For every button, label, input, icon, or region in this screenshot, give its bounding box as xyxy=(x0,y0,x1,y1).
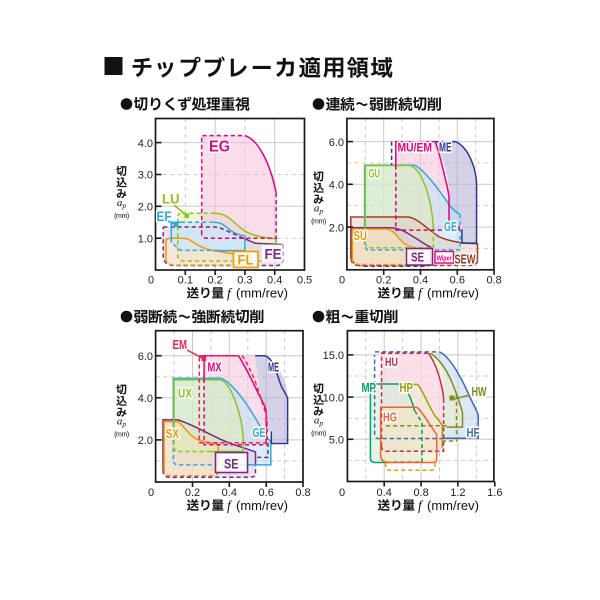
svg-text:1.2: 1.2 xyxy=(450,487,465,499)
svg-text:HU: HU xyxy=(385,355,398,369)
svg-text:ME: ME xyxy=(268,361,279,375)
svg-text:MU/EM: MU/EM xyxy=(398,143,433,155)
svg-text:ME: ME xyxy=(439,141,452,155)
svg-text:HF: HF xyxy=(467,426,480,440)
svg-text:GU: GU xyxy=(369,167,381,181)
svg-text:0.6: 0.6 xyxy=(259,487,274,499)
svg-text:0.2: 0.2 xyxy=(185,487,200,499)
svg-text:(mm): (mm) xyxy=(114,213,129,220)
svg-text:6.0: 6.0 xyxy=(329,137,344,149)
svg-text:LU: LU xyxy=(162,191,180,207)
svg-text:FE: FE xyxy=(265,247,282,263)
svg-text:SE: SE xyxy=(411,251,424,265)
svg-text:0: 0 xyxy=(148,487,154,499)
svg-text:4.0: 4.0 xyxy=(329,180,344,192)
svg-text:FL: FL xyxy=(238,253,254,268)
svg-text:f: f xyxy=(227,498,233,513)
svg-text:0.8: 0.8 xyxy=(413,487,428,499)
svg-text:0.6: 0.6 xyxy=(450,274,465,286)
svg-text:HW: HW xyxy=(472,385,487,399)
svg-text:Wiper: Wiper xyxy=(437,253,452,262)
svg-text:5.0: 5.0 xyxy=(329,435,344,447)
svg-text:6.0: 6.0 xyxy=(138,351,153,363)
svg-text:0.5: 0.5 xyxy=(297,274,312,286)
svg-text:f: f xyxy=(418,498,424,513)
svg-text:10.0: 10.0 xyxy=(323,392,344,404)
svg-text:SX: SX xyxy=(166,427,180,441)
svg-text:(mm): (mm) xyxy=(311,219,326,226)
svg-text:(mm/rev): (mm/rev) xyxy=(236,498,288,513)
svg-text:1.6: 1.6 xyxy=(487,487,502,499)
svg-text:4.0: 4.0 xyxy=(138,393,153,405)
svg-text:ap: ap xyxy=(314,203,324,216)
svg-text:0.1: 0.1 xyxy=(178,274,193,286)
svg-text:0.4: 0.4 xyxy=(377,487,392,499)
svg-text:SEW: SEW xyxy=(455,253,476,267)
svg-text:GE: GE xyxy=(253,426,266,440)
svg-text:0.8: 0.8 xyxy=(486,274,501,286)
svg-text:MX: MX xyxy=(208,361,222,375)
svg-text:f: f xyxy=(227,286,233,301)
svg-text:(mm/rev): (mm/rev) xyxy=(236,286,288,301)
svg-text:2.0: 2.0 xyxy=(138,435,153,447)
svg-text:0: 0 xyxy=(339,487,345,499)
svg-text:0.4: 0.4 xyxy=(267,274,282,286)
svg-text:15.0: 15.0 xyxy=(323,350,344,362)
svg-text:0.4: 0.4 xyxy=(222,487,237,499)
svg-text:ap: ap xyxy=(117,197,127,210)
svg-text:ap: ap xyxy=(117,416,127,429)
svg-text:0.8: 0.8 xyxy=(295,487,310,499)
svg-text:(mm/rev): (mm/rev) xyxy=(427,498,479,513)
svg-text:EG: EG xyxy=(209,139,230,156)
svg-text:0.3: 0.3 xyxy=(237,274,252,286)
svg-text:(mm): (mm) xyxy=(311,431,326,438)
svg-text:f: f xyxy=(418,286,424,301)
svg-text:4.0: 4.0 xyxy=(138,138,153,150)
svg-text:1.0: 1.0 xyxy=(138,233,153,245)
svg-text:0.2: 0.2 xyxy=(207,274,222,286)
svg-text:SU: SU xyxy=(354,229,368,243)
svg-text:3.0: 3.0 xyxy=(138,170,153,182)
svg-text:(mm): (mm) xyxy=(114,432,129,439)
svg-text:0: 0 xyxy=(148,274,154,286)
svg-text:0.4: 0.4 xyxy=(413,274,428,286)
svg-text:0: 0 xyxy=(339,274,345,286)
svg-text:2.0: 2.0 xyxy=(138,202,153,214)
svg-text:HP: HP xyxy=(400,381,414,395)
svg-text:GE: GE xyxy=(444,220,457,234)
svg-text:(mm/rev): (mm/rev) xyxy=(427,286,479,301)
svg-text:0.2: 0.2 xyxy=(376,274,391,286)
svg-text:HG: HG xyxy=(383,411,397,425)
svg-text:ap: ap xyxy=(314,415,324,428)
svg-text:UX: UX xyxy=(178,387,193,401)
svg-text:MP: MP xyxy=(362,381,377,395)
svg-text:SE: SE xyxy=(224,457,239,472)
svg-text:2.0: 2.0 xyxy=(329,222,344,234)
svg-text:EM: EM xyxy=(173,338,188,352)
